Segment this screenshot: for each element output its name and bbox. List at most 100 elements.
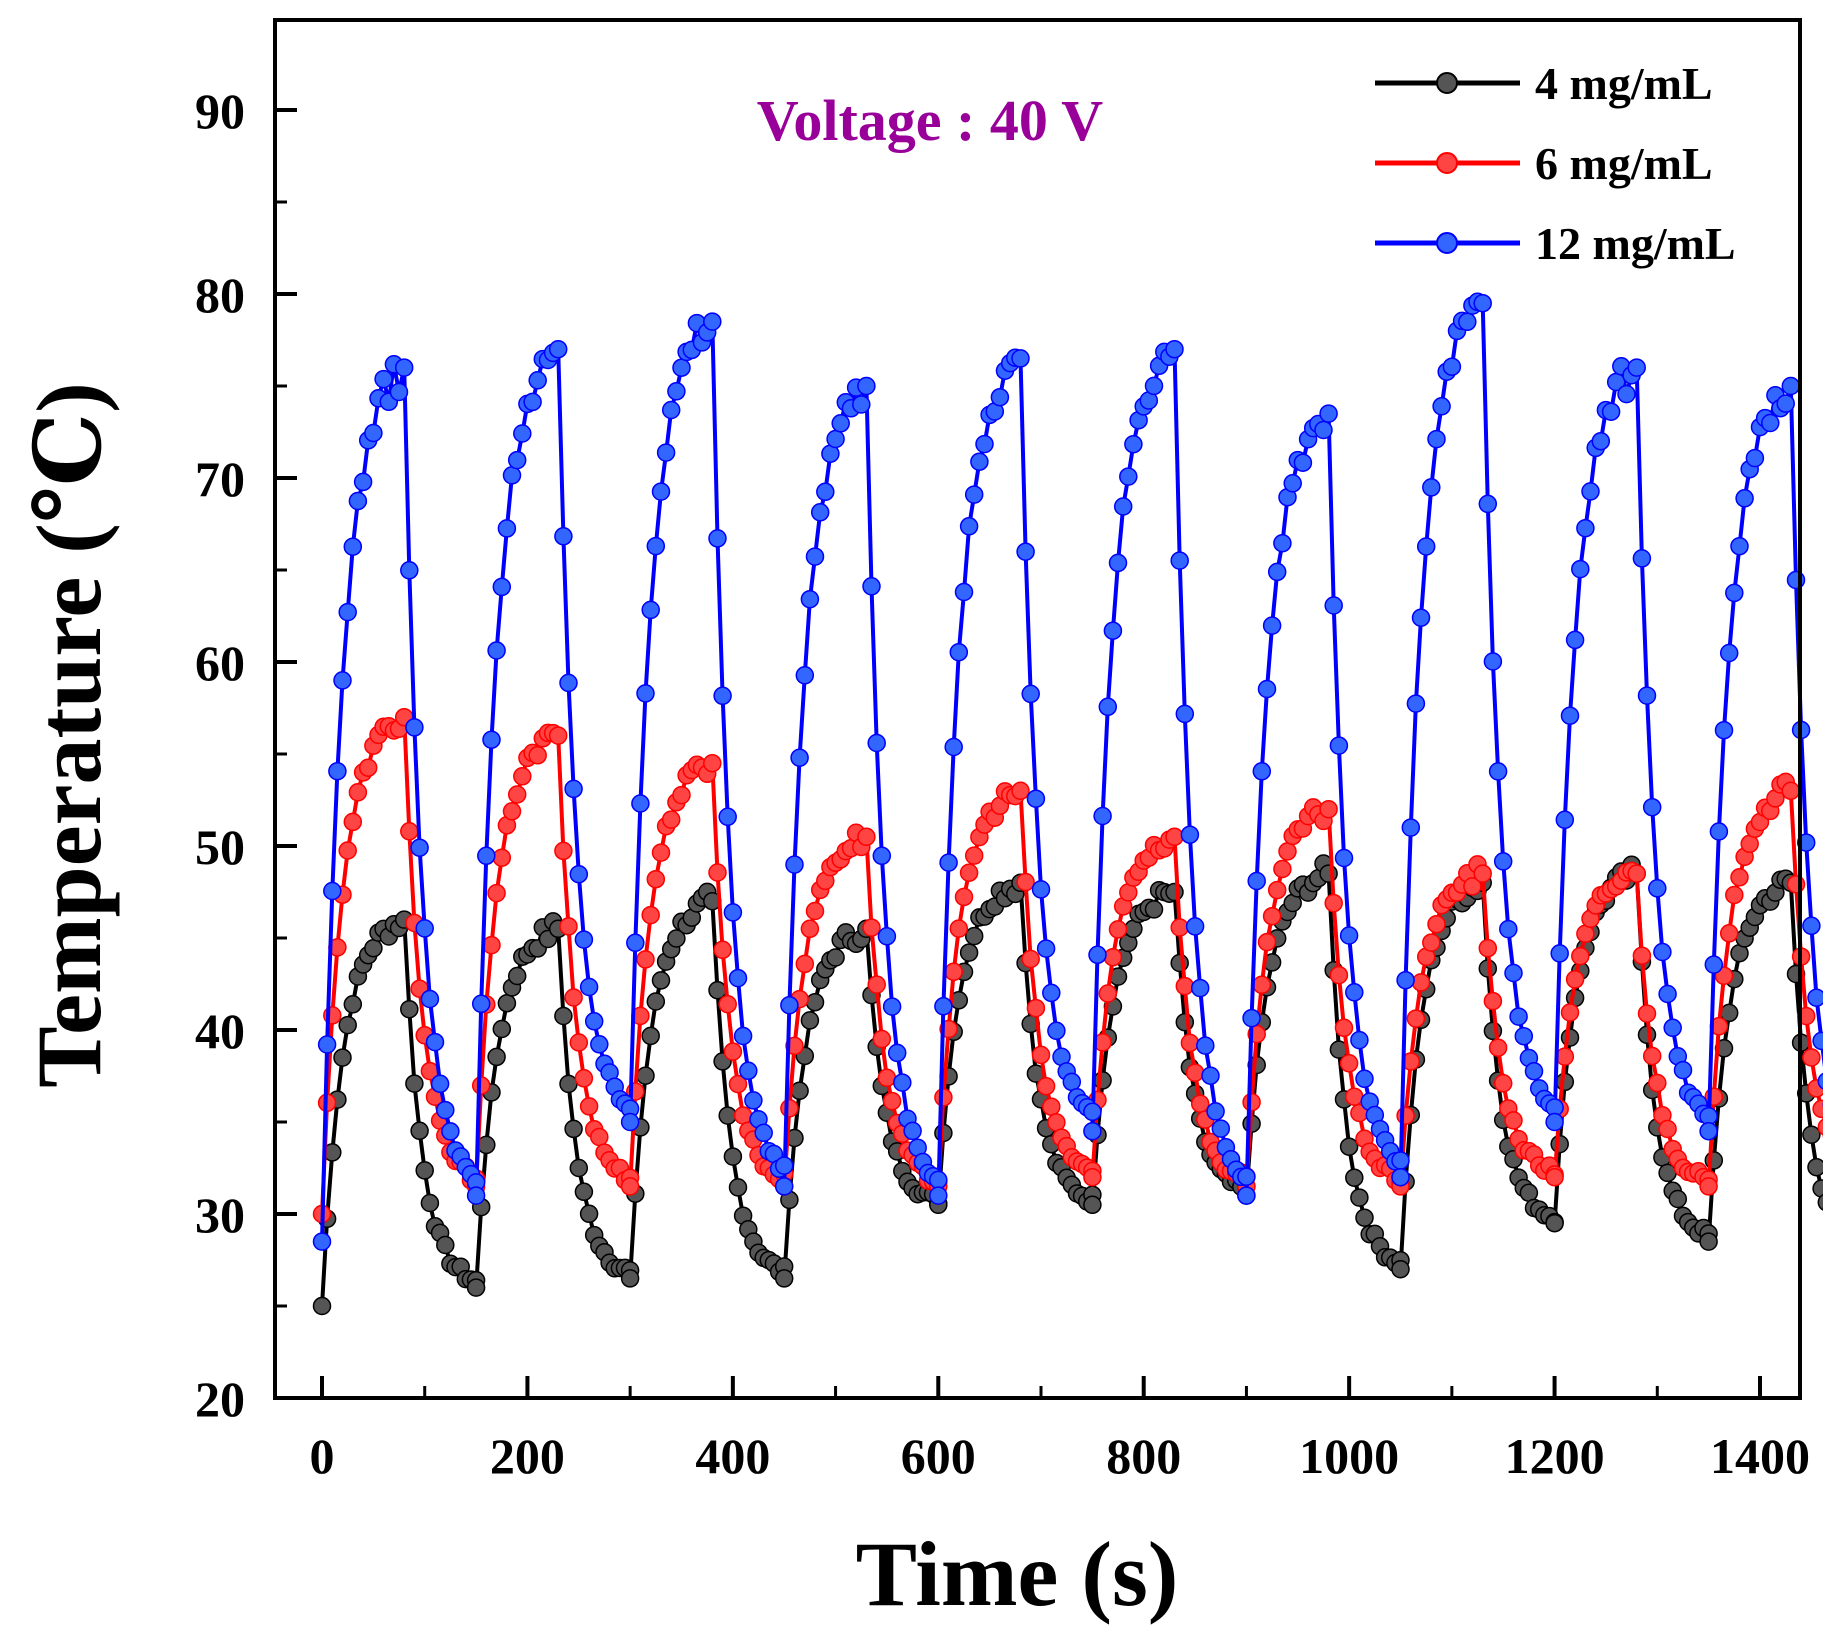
- data-point: [1458, 312, 1477, 332]
- data-point: [1339, 926, 1359, 945]
- x-axis-label: Time (s): [856, 1523, 1179, 1625]
- legend: 4 mg/mL 6 mg/mL 12 mg/mL: [1375, 58, 1736, 269]
- data-point: [1170, 953, 1189, 973]
- data-point: [774, 1177, 794, 1196]
- data-point: [1108, 553, 1128, 573]
- data-point: [929, 1186, 948, 1205]
- data-point: [1730, 536, 1749, 556]
- data-point: [364, 938, 383, 958]
- data-point: [559, 1074, 578, 1094]
- series-layer: [312, 292, 1823, 1316]
- legend-marker: [1436, 232, 1458, 254]
- data-point: [1252, 975, 1272, 995]
- data-point: [1427, 429, 1446, 449]
- data-point: [646, 536, 666, 556]
- data-point: [1242, 1008, 1261, 1028]
- data-point: [728, 1178, 748, 1197]
- y-tick-label: 80: [195, 267, 245, 323]
- data-point: [620, 1177, 640, 1196]
- data-point: [620, 1112, 640, 1132]
- data-point: [1062, 1072, 1082, 1092]
- data-point: [548, 726, 568, 745]
- data-point: [1493, 852, 1513, 871]
- data-point: [338, 602, 357, 622]
- data-point: [1262, 906, 1282, 926]
- data-point: [1278, 842, 1297, 861]
- data-point: [1653, 942, 1672, 962]
- data-point: [559, 917, 578, 936]
- data-point: [1637, 1004, 1657, 1023]
- data-point: [405, 1074, 424, 1093]
- data-point: [579, 977, 599, 997]
- data-point: [939, 853, 958, 872]
- data-point: [1812, 1031, 1823, 1051]
- data-point: [1293, 453, 1313, 472]
- data-point: [1576, 518, 1595, 538]
- data-point: [1627, 358, 1646, 377]
- data-point: [436, 1235, 455, 1255]
- data-point: [358, 758, 378, 777]
- data-point: [1088, 945, 1107, 965]
- data-point: [970, 452, 989, 471]
- legend-marker: [1436, 152, 1458, 174]
- data-point: [780, 1099, 799, 1118]
- data-point: [477, 846, 496, 866]
- data-point: [323, 881, 342, 901]
- data-point: [1560, 706, 1580, 725]
- data-point: [1237, 1186, 1256, 1205]
- data-point: [877, 927, 897, 946]
- data-point: [348, 783, 368, 802]
- data-point: [1473, 864, 1492, 883]
- data-point: [554, 1006, 573, 1026]
- data-point: [733, 1026, 753, 1046]
- data-point: [1642, 797, 1662, 817]
- data-point: [1719, 924, 1739, 943]
- data-point: [975, 434, 994, 454]
- data-point: [1042, 983, 1061, 1003]
- data-point: [1345, 1168, 1364, 1187]
- series-line: [320, 299, 1823, 1242]
- data-point: [728, 968, 748, 988]
- data-point: [1103, 621, 1123, 640]
- data-point: [964, 926, 984, 946]
- data-point: [1036, 939, 1056, 958]
- data-point: [1021, 949, 1040, 969]
- data-point: [1807, 1157, 1823, 1177]
- data-point: [1252, 762, 1272, 781]
- data-point: [348, 491, 368, 511]
- data-point: [343, 812, 363, 832]
- data-point: [949, 642, 969, 662]
- data-point: [780, 995, 799, 1015]
- plot-frame: [273, 18, 1802, 1400]
- data-point: [800, 589, 820, 609]
- data-point: [713, 940, 732, 960]
- data-point: [1391, 1151, 1410, 1170]
- data-point: [1427, 914, 1446, 934]
- data-point: [1355, 1069, 1374, 1089]
- data-point: [1442, 357, 1462, 376]
- data-point: [703, 312, 722, 331]
- data-point: [1206, 1102, 1225, 1121]
- data-point: [1031, 1045, 1051, 1065]
- data-point: [1781, 781, 1801, 801]
- data-point: [507, 966, 527, 986]
- data-point: [441, 1122, 460, 1141]
- data-point: [1093, 1071, 1112, 1090]
- data-point: [826, 948, 845, 967]
- voltage-annotation: Voltage : 40 V: [757, 88, 1104, 153]
- data-point: [1339, 1054, 1359, 1073]
- data-point: [1509, 1007, 1528, 1026]
- series-2: [312, 292, 1823, 1251]
- data-point: [364, 423, 383, 443]
- data-point: [338, 1015, 357, 1035]
- data-point: [1761, 413, 1780, 433]
- data-point: [1776, 394, 1795, 413]
- data-point: [1283, 474, 1302, 493]
- data-point: [1642, 1046, 1662, 1066]
- data-point: [343, 537, 363, 556]
- ticks-layer: 0 200 400 600 800 1000 1200 1400 20 30 40 50 60 70 80 9…: [195, 83, 1810, 1484]
- data-point: [1581, 482, 1600, 501]
- data-point: [1211, 1119, 1231, 1138]
- data-point: [1175, 1012, 1195, 1032]
